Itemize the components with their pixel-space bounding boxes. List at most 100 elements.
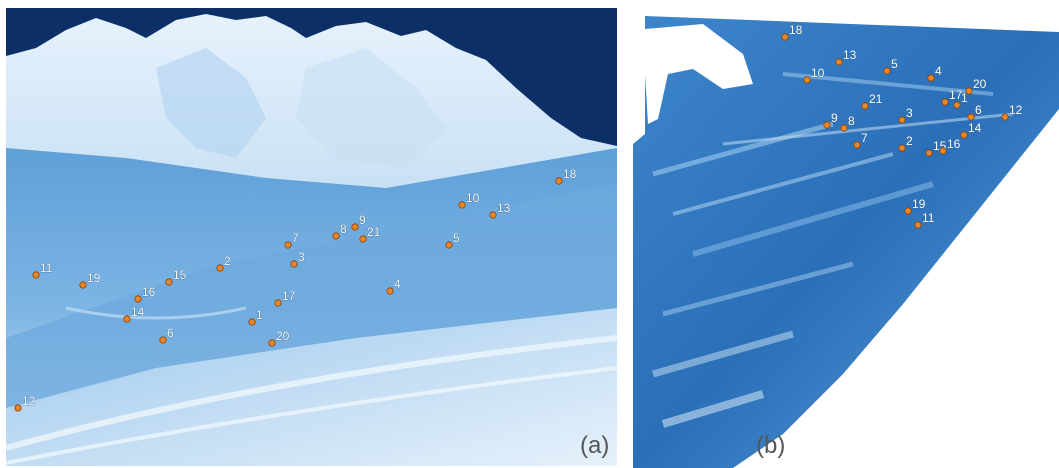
keypoint-marker-4 <box>386 287 394 295</box>
warped-white-blob <box>645 24 753 124</box>
keypoint-marker-14 <box>123 315 131 323</box>
streak-7 <box>782 72 994 96</box>
streak-6 <box>661 390 765 428</box>
keypoint-marker-10 <box>803 76 811 84</box>
keypoint-label-5: 5 <box>453 231 460 245</box>
ski-track-1 <box>6 335 617 451</box>
keypoint-marker-4 <box>927 74 935 82</box>
keypoint-marker-15 <box>925 149 933 157</box>
keypoint-label-17: 17 <box>282 289 296 303</box>
keypoint-marker-19 <box>904 207 912 215</box>
keypoint-label-18: 18 <box>563 167 577 181</box>
keypoint-marker-5 <box>883 67 891 75</box>
keypoint-marker-20 <box>965 87 973 95</box>
keypoint-label-4: 4 <box>935 64 942 78</box>
mountain-shadow-2 <box>296 48 446 168</box>
keypoint-label-16: 16 <box>142 285 156 299</box>
keypoint-label-9: 9 <box>359 213 366 227</box>
keypoint-marker-14 <box>960 131 968 139</box>
keypoint-label-2: 2 <box>906 134 913 148</box>
keypoint-label-21: 21 <box>367 225 381 239</box>
keypoint-label-15: 15 <box>173 268 187 282</box>
keypoint-label-21: 21 <box>869 92 883 106</box>
keypoint-marker-3 <box>290 260 298 268</box>
keypoint-marker-8 <box>840 124 848 132</box>
keypoint-marker-19 <box>79 281 87 289</box>
keypoint-marker-2 <box>216 264 224 272</box>
keypoint-label-3: 3 <box>298 250 305 264</box>
keypoint-marker-3 <box>898 116 906 124</box>
keypoint-marker-18 <box>781 33 789 41</box>
keypoint-marker-18 <box>555 177 563 185</box>
keypoint-marker-6 <box>967 113 975 121</box>
keypoint-marker-11 <box>32 271 40 279</box>
keypoint-label-3: 3 <box>906 106 913 120</box>
keypoint-label-12: 12 <box>1009 103 1023 117</box>
keypoint-marker-21 <box>861 102 869 110</box>
keypoint-label-1: 1 <box>256 308 263 322</box>
keypoint-marker-7 <box>284 241 292 249</box>
keypoint-marker-15 <box>165 278 173 286</box>
keypoint-label-10: 10 <box>466 191 480 205</box>
keypoint-marker-11 <box>914 221 922 229</box>
keypoint-marker-10 <box>458 201 466 209</box>
keypoint-marker-1 <box>248 318 256 326</box>
keypoint-label-6: 6 <box>167 326 174 340</box>
keypoint-label-2: 2 <box>224 254 231 268</box>
keypoint-label-12: 12 <box>22 394 36 408</box>
keypoint-label-13: 13 <box>497 201 511 215</box>
keypoint-label-1: 1 <box>961 91 968 105</box>
keypoint-label-7: 7 <box>861 131 868 145</box>
streak-8 <box>722 112 1014 146</box>
keypoint-marker-13 <box>489 211 497 219</box>
mountain-shadow <box>156 48 266 158</box>
keypoint-marker-8 <box>332 232 340 240</box>
keypoint-marker-20 <box>268 339 276 347</box>
keypoint-marker-12 <box>1001 113 1009 121</box>
keypoint-label-10: 10 <box>811 66 825 80</box>
keypoint-label-11: 11 <box>40 261 53 275</box>
ski-track-3 <box>65 306 247 320</box>
streak-5 <box>652 330 794 378</box>
keypoint-label-13: 13 <box>843 48 857 62</box>
keypoint-label-8: 8 <box>340 222 347 236</box>
keypoint-marker-16 <box>939 147 947 155</box>
warped-region <box>633 16 1059 468</box>
keypoint-marker-9 <box>823 121 831 129</box>
keypoint-label-19: 19 <box>912 197 926 211</box>
keypoint-label-20: 20 <box>973 77 987 91</box>
keypoint-marker-2 <box>898 144 906 152</box>
keypoint-label-7: 7 <box>292 231 299 245</box>
keypoint-marker-5 <box>445 241 453 249</box>
keypoint-marker-13 <box>835 58 843 66</box>
streak-2 <box>672 152 894 216</box>
keypoint-label-11: 11 <box>922 211 935 225</box>
keypoint-label-9: 9 <box>831 111 838 125</box>
keypoint-marker-1 <box>953 101 961 109</box>
streak-4 <box>662 261 854 317</box>
keypoint-marker-7 <box>853 141 861 149</box>
keypoint-marker-6 <box>159 336 167 344</box>
keypoint-marker-16 <box>134 295 142 303</box>
keypoint-label-16: 16 <box>947 137 961 151</box>
keypoint-label-14: 14 <box>131 305 145 319</box>
keypoint-marker-21 <box>359 235 367 243</box>
foreground-snow <box>6 308 617 466</box>
panel-a-caption: (a) <box>580 432 610 459</box>
keypoint-label-20: 20 <box>276 329 290 343</box>
keypoint-marker-17 <box>941 98 949 106</box>
keypoint-marker-12 <box>14 404 22 412</box>
keypoint-label-4: 4 <box>394 277 401 291</box>
keypoint-label-18: 18 <box>789 23 803 37</box>
keypoint-label-6: 6 <box>975 103 982 117</box>
keypoint-label-5: 5 <box>891 57 898 71</box>
keypoint-label-14: 14 <box>968 121 982 135</box>
panel-b-caption: (b) <box>756 432 786 459</box>
keypoint-label-19: 19 <box>87 271 101 285</box>
keypoint-marker-17 <box>274 299 282 307</box>
keypoint-label-8: 8 <box>848 114 855 128</box>
